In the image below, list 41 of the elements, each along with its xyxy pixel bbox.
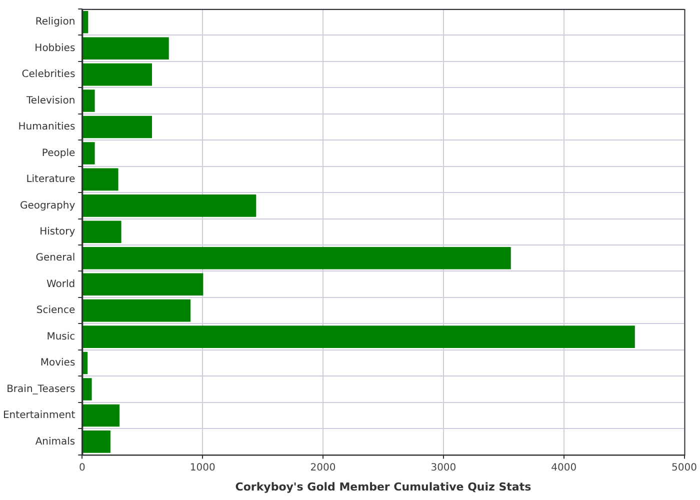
x-tick-label: 3000 <box>430 462 456 474</box>
y-tick-label: Music <box>46 331 76 342</box>
bar <box>82 430 110 453</box>
bar <box>82 90 95 112</box>
x-tick-label: 5000 <box>672 462 697 474</box>
x-tick-label: 4000 <box>551 462 577 474</box>
bar <box>82 299 191 322</box>
y-tick-label: World <box>46 278 76 290</box>
x-tick-label: 1000 <box>190 462 216 474</box>
x-tick-label: 2000 <box>310 462 336 474</box>
bar <box>82 142 95 164</box>
y-tick-label: Celebrities <box>22 69 76 80</box>
y-tick-label: General <box>36 252 76 264</box>
y-tick-label: People <box>42 148 76 159</box>
bar <box>82 116 152 138</box>
bar <box>82 168 118 191</box>
y-tick-label: Humanities <box>18 122 76 133</box>
y-tick-label: History <box>40 226 76 238</box>
y-tick-label: Science <box>36 305 76 316</box>
bar <box>82 273 204 296</box>
y-tick-label: Movies <box>40 358 76 369</box>
bar <box>82 220 122 244</box>
bar <box>82 37 169 60</box>
y-tick-label: Brain_Teasers <box>6 384 76 395</box>
bar <box>82 378 92 400</box>
bar <box>82 10 88 34</box>
y-tick-label: Religion <box>35 16 76 28</box>
x-axis-title: Corkyboy's Gold Member Cumulative Quiz Stats <box>235 480 532 494</box>
bar <box>82 194 256 217</box>
y-tick-label: Entertainment <box>2 410 76 422</box>
bar <box>82 63 152 86</box>
bar <box>82 246 511 270</box>
x-tick-label: 0 <box>78 462 86 474</box>
bar <box>82 404 120 427</box>
y-tick-label: Literature <box>26 174 76 186</box>
y-tick-label: Hobbies <box>34 42 76 54</box>
y-tick-label: Television <box>26 95 76 106</box>
y-tick-label: Geography <box>20 200 76 212</box>
bar <box>82 326 635 348</box>
y-tick-label: Animals <box>35 436 76 448</box>
bar <box>82 352 88 374</box>
